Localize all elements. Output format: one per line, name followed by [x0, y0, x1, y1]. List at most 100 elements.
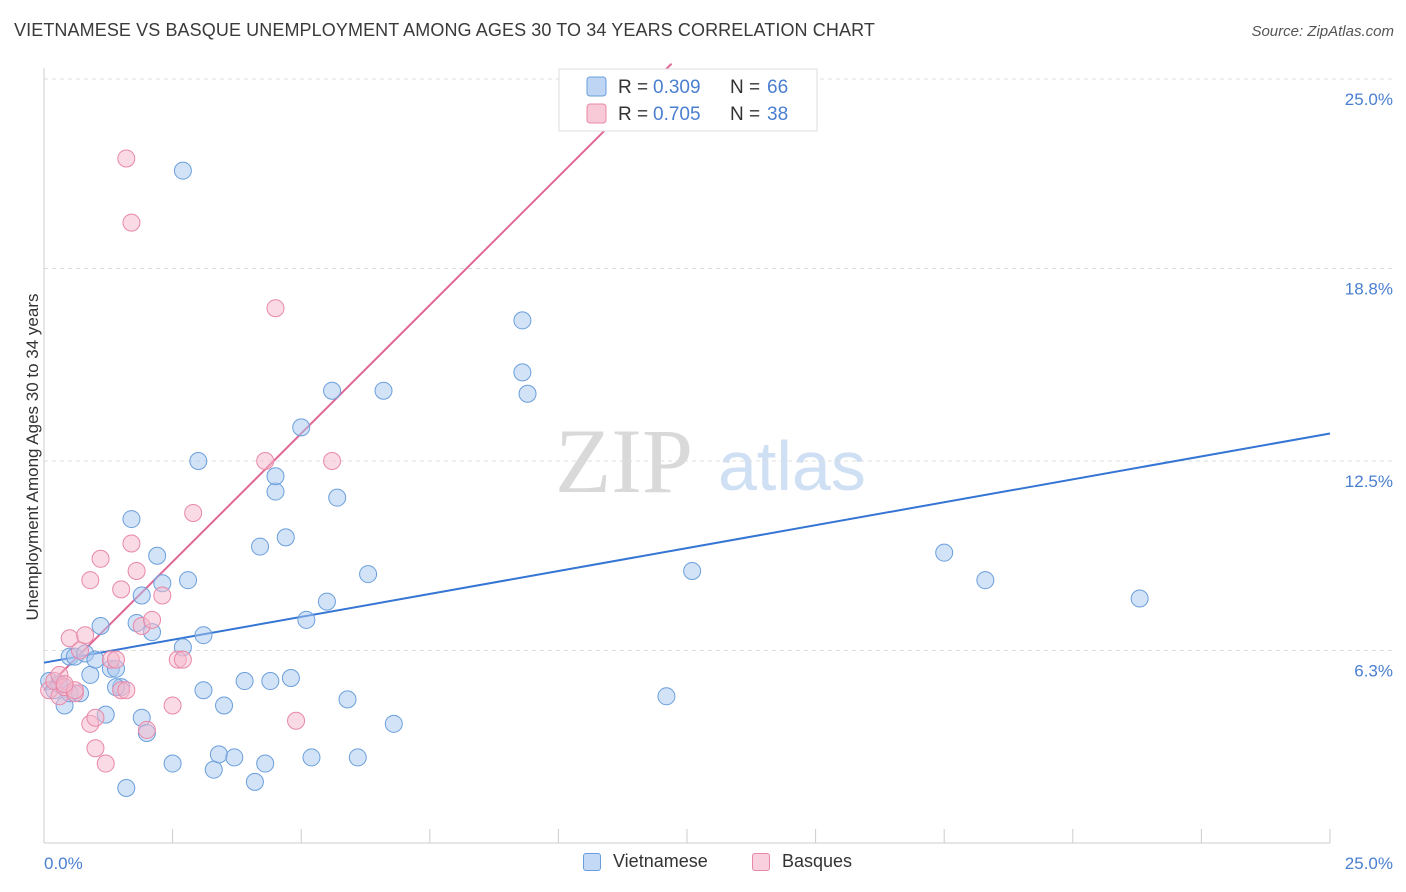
- vietnamese-point: [328, 488, 347, 507]
- y-tick-label: 6.3%: [1354, 661, 1393, 680]
- vietnamese-point: [518, 384, 537, 403]
- basques-point: [91, 549, 110, 568]
- legend-r-value: 0.309: [653, 77, 701, 98]
- legend-n-value: 38: [767, 104, 788, 125]
- basques-point: [127, 562, 146, 581]
- x-tick-label: 0.0%: [44, 854, 83, 873]
- basques-point: [137, 720, 156, 739]
- legend-r-value: 0.705: [653, 104, 701, 125]
- basques-point: [71, 641, 90, 660]
- vietnamese-swatch: [583, 852, 601, 871]
- vietnamese-point: [338, 690, 357, 709]
- vietnamese-point: [1130, 589, 1149, 608]
- vietnamese-point: [209, 745, 228, 764]
- basques-point: [117, 149, 136, 168]
- legend-n-label: N =: [730, 77, 760, 98]
- vietnamese-point: [245, 772, 264, 791]
- basques-point: [117, 681, 136, 700]
- basques-point: [122, 213, 141, 232]
- y-axis-label: Unemployment Among Ages 30 to 34 years: [23, 294, 42, 621]
- vietnamese-point: [302, 748, 321, 767]
- vietnamese-point: [935, 543, 954, 562]
- vietnamese-point: [173, 161, 192, 180]
- basques-point: [107, 650, 126, 669]
- watermark-atlas: atlas: [718, 427, 866, 505]
- vietnamese-point: [194, 626, 213, 645]
- vietnamese-point: [374, 381, 393, 400]
- basques-point: [184, 503, 203, 522]
- vietnamese-point: [163, 754, 182, 773]
- trend-lines: [43, 63, 1331, 691]
- vietnamese-point: [132, 586, 151, 605]
- basques-point: [112, 580, 131, 599]
- basques-point: [256, 452, 275, 470]
- vietnamese-point: [513, 311, 532, 330]
- vietnamese-point: [276, 528, 295, 547]
- vietnamese-point: [194, 681, 213, 700]
- axes: 6.3% 12.5% 18.8% 25.0% 0.0% 25.0%: [43, 68, 1393, 873]
- vietnamese-point: [281, 668, 300, 687]
- bottom-legend: Vietnamese Basques: [0, 851, 1406, 881]
- vietnamese-point: [81, 665, 100, 684]
- bottom-legend-item-basques[interactable]: Basques: [752, 851, 852, 872]
- basques-trend-line: [43, 63, 673, 691]
- basques-point: [122, 534, 141, 553]
- basques-point: [266, 299, 285, 318]
- legend-swatch-basques: [586, 103, 607, 124]
- vietnamese-point: [117, 778, 136, 797]
- basques-point: [153, 586, 172, 605]
- basques-point: [163, 696, 182, 715]
- vietnamese-point: [297, 610, 316, 629]
- vietnamese-point: [189, 452, 208, 470]
- vietnamese-point: [323, 381, 342, 400]
- bottom-legend-item-vietnamese[interactable]: Vietnamese: [583, 851, 708, 872]
- basques-point: [287, 711, 306, 730]
- y-tick-label: 25.0%: [1345, 90, 1393, 109]
- vietnamese-point: [513, 363, 532, 382]
- bottom-legend-label: Vietnamese: [613, 851, 708, 871]
- basques-point: [86, 739, 105, 758]
- vietnamese-point: [359, 565, 378, 584]
- x-tick-label: 25.0%: [1345, 854, 1393, 873]
- basques-point: [55, 675, 74, 694]
- chart-title: VIETNAMESE VS BASQUE UNEMPLOYMENT AMONG …: [14, 20, 875, 40]
- vietnamese-point: [256, 754, 275, 773]
- vietnamese-point: [317, 592, 336, 611]
- basques-point: [96, 754, 115, 773]
- basques-point: [143, 610, 162, 629]
- legend-n-value: 66: [767, 77, 788, 98]
- vietnamese-point: [204, 760, 223, 779]
- basques-point: [323, 452, 342, 470]
- vietnamese-point: [261, 672, 280, 691]
- legend-n-label: N =: [730, 104, 760, 125]
- vietnamese-point: [292, 418, 311, 437]
- vietnamese-point: [266, 467, 285, 486]
- basques-swatch: [752, 852, 770, 871]
- vietnamese-point: [976, 571, 995, 590]
- vietnamese-point: [148, 546, 167, 565]
- basques-point: [173, 650, 192, 669]
- legend-swatch-vietnamese: [586, 76, 607, 97]
- vietnamese-point: [122, 510, 141, 529]
- vietnamese-trend-line: [43, 432, 1331, 664]
- vietnamese-point: [86, 650, 105, 669]
- bottom-legend-label: Basques: [782, 851, 853, 871]
- basques-point: [81, 571, 100, 590]
- source-label: Source: ZipAtlas.com: [1251, 23, 1394, 40]
- data-points: [40, 149, 1149, 797]
- vietnamese-point: [657, 687, 676, 706]
- vietnamese-point: [225, 748, 244, 767]
- legend-box: R = 0.309 N = 66 R = 0.705 N = 38: [558, 68, 818, 132]
- vietnamese-point: [91, 617, 110, 636]
- y-tick-label: 12.5%: [1345, 472, 1393, 491]
- vietnamese-point: [384, 714, 403, 733]
- vietnamese-point: [215, 696, 234, 715]
- vietnamese-point: [683, 562, 702, 581]
- vietnamese-point: [179, 571, 198, 590]
- vietnamese-point: [235, 672, 254, 691]
- y-tick-label: 18.8%: [1345, 279, 1393, 298]
- legend-r-label: R =: [618, 104, 648, 125]
- grid: [44, 78, 1394, 651]
- legend-r-label: R =: [618, 77, 648, 98]
